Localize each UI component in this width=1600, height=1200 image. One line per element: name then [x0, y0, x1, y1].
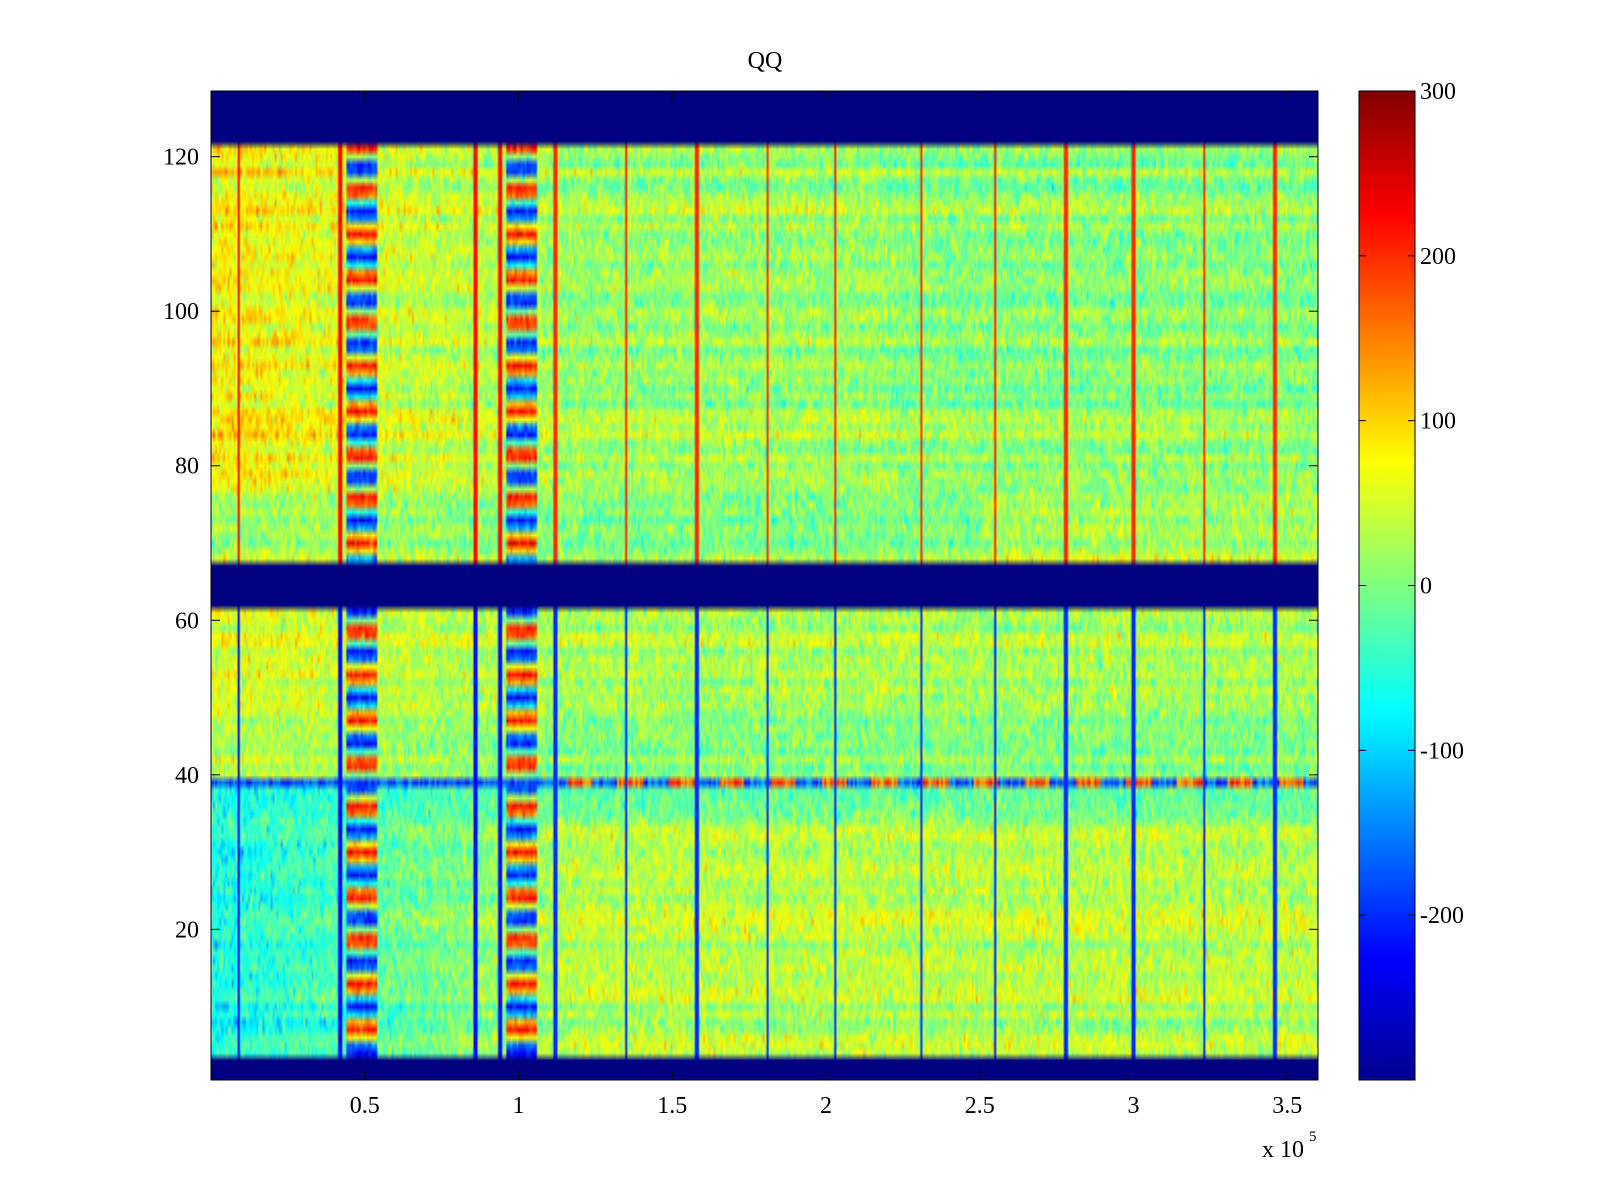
x-multiplier-label: x 10 5	[1262, 1129, 1317, 1163]
y-tick-label: 100	[163, 299, 199, 325]
y-axis: 20 40 60 80 100 120	[163, 145, 1318, 943]
colorbar-tick-label: 200	[1420, 244, 1456, 270]
y-tick-label: 60	[175, 608, 199, 634]
x-tick-label: 2	[820, 1093, 832, 1119]
colorbar-gradient	[1358, 90, 1416, 1081]
x-tick-label: 0.5	[350, 1093, 380, 1119]
x-tick-label: 3	[1128, 1093, 1140, 1119]
x-axis: 0.5 1 1.5 2 2.5 3 3.5	[350, 91, 1302, 1119]
colorbar-tick-label: -100	[1420, 738, 1464, 764]
colorbar-ticks: 300 200 100 0 -100 -200	[1359, 79, 1464, 929]
heatmap-plot-area	[210, 90, 1319, 1081]
colorbar-tick-label: -200	[1420, 903, 1464, 929]
y-tick-label: 20	[175, 917, 199, 943]
colorbar-tick-label: 100	[1420, 409, 1456, 435]
x-tick-label: 3.5	[1272, 1093, 1302, 1119]
plot-frame	[210, 90, 1319, 1081]
colorbar: 300 200 100 0 -100 -200	[1358, 79, 1464, 1081]
chart-title: QQ	[748, 48, 783, 74]
x-multiplier-exponent: 5	[1309, 1129, 1317, 1145]
colorbar-tick-label: 0	[1420, 574, 1432, 600]
y-tick-label: 80	[175, 454, 199, 480]
x-tick-label: 1	[513, 1093, 525, 1119]
colorbar-tick-label: 300	[1420, 79, 1456, 105]
y-tick-label: 40	[175, 763, 199, 789]
heatmap-image	[211, 91, 1318, 1080]
x-tick-label: 1.5	[657, 1093, 687, 1119]
x-tick-label: 2.5	[965, 1093, 995, 1119]
y-tick-label: 120	[163, 145, 199, 171]
x-multiplier-base: x 10	[1262, 1137, 1304, 1163]
